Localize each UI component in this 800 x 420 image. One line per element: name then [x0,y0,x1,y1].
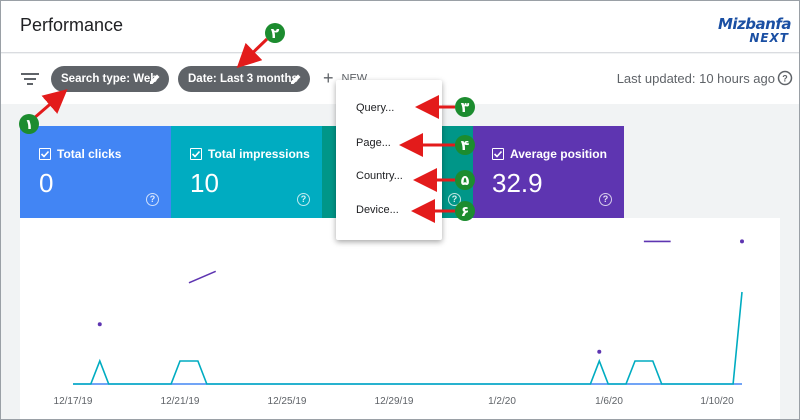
logo-subtext: NEXT [749,31,789,45]
card-total-impressions[interactable]: Total impressions 10 ? [171,126,322,218]
date-chip[interactable]: Date: Last 3 months [178,66,310,92]
help-icon[interactable]: ? [599,193,612,206]
x-tick-label: 12/29/19 [375,396,414,407]
series-point-position [97,322,102,327]
card-total-clicks[interactable]: Total clicks 0 ? [20,126,171,218]
series-line-impressions [73,291,743,385]
pencil-icon [150,74,160,84]
checkbox-icon[interactable] [39,148,51,160]
x-tick-label: 12/25/19 [268,396,307,407]
menu-item-query[interactable]: Query... [356,102,395,114]
chart-canvas: 12/17/19 12/21/19 12/25/19 12/29/19 1/2/20 1/… [54,239,744,407]
x-tick-label: 1/2/20 [488,396,516,407]
help-icon[interactable]: ? [297,193,310,206]
help-icon[interactable]: ? [146,193,159,206]
filter-dropdown-menu: Query... Page... Country... Device... [336,80,442,240]
brand-logo: Mizbanfa NEXT [701,15,792,47]
card-value: 32.9 [492,168,543,198]
search-type-label: Search type: Web [61,73,158,85]
svg-text:?: ? [782,74,788,84]
menu-item-device[interactable]: Device... [356,204,399,216]
x-tick-label: 1/10/20 [700,396,734,407]
series-segment-position [188,270,217,284]
pencil-icon [291,74,301,84]
plus-icon: + [323,68,334,88]
menu-item-country[interactable]: Country... [356,170,403,182]
page-title: Performance [20,15,124,35]
card-label: Total impressions [208,147,310,161]
help-icon[interactable]: ? [777,70,793,86]
filter-bar: Search type: Web Date: Last 3 months + NE… [1,54,799,104]
x-tick-label: 12/21/19 [161,396,200,407]
menu-item-page[interactable]: Page... [356,137,391,149]
last-updated-text: Last updated: 10 hours ago [616,71,775,86]
help-icon[interactable]: ? [448,193,461,206]
checkbox-icon[interactable] [190,148,202,160]
performance-chart: 12/17/19 12/21/19 12/25/19 12/29/19 1/2/20 1/… [20,218,780,419]
x-tick-label: 1/6/20 [595,396,623,407]
card-value: 10 [190,168,219,198]
x-tick-label: 12/17/19 [54,396,93,407]
series-point-position [740,239,744,244]
logo-text: Mizbanfa [718,15,792,33]
page-header: Performance Mizbanfa NEXT [1,1,799,53]
card-label: Average position [510,147,607,161]
card-value: 0 [39,168,54,198]
card-average-position[interactable]: Average position 32.9 ? [473,126,624,218]
checkbox-icon[interactable] [492,148,504,160]
card-label: Total clicks [57,147,122,161]
date-label: Date: Last 3 months [188,73,298,85]
search-type-chip[interactable]: Search type: Web [51,66,169,92]
series-point-position [597,349,602,354]
filter-icon[interactable] [21,72,39,86]
